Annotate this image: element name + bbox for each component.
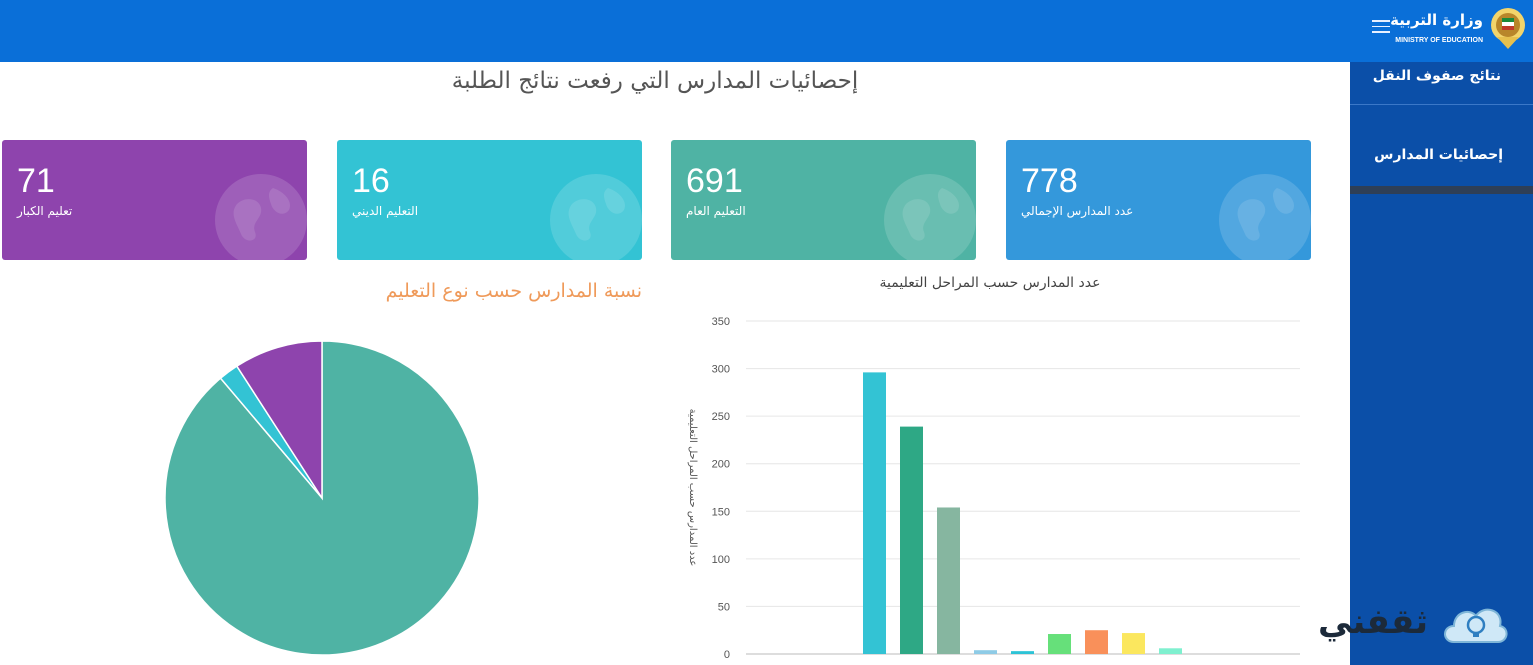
stat-card-value: 71 xyxy=(17,162,55,200)
stat-card-value: 16 xyxy=(352,162,390,200)
ministry-seal-icon xyxy=(1491,8,1525,49)
logo-english-text: MINISTRY OF EDUCATION xyxy=(1395,37,1483,44)
hamburger-menu-icon[interactable] xyxy=(1372,20,1390,34)
logo-arabic-text: وزارة التربية xyxy=(1390,11,1483,29)
pie-chart xyxy=(164,340,480,656)
bar[interactable] xyxy=(1085,630,1108,654)
sidebar-item-transfer-results[interactable]: نتائج صفوف النقل xyxy=(1350,62,1533,105)
stat-card-label: تعليم الكبار xyxy=(17,204,73,218)
pie-slice[interactable] xyxy=(235,340,323,501)
stat-card[interactable]: 16 التعليم الديني xyxy=(337,140,642,260)
bar[interactable] xyxy=(1122,633,1145,654)
stat-card-label: عدد المدارس الإجمالي xyxy=(1021,204,1134,218)
sidebar-item-school-stats[interactable]: إحصائيات المدارس xyxy=(1350,147,1533,177)
sidebar-item-label: نتائج صفوف النقل xyxy=(1372,68,1501,84)
site-watermark: ثقفني xyxy=(1318,596,1533,654)
y-tick-label: 50 xyxy=(718,601,730,613)
y-tick-label: 150 xyxy=(712,506,730,518)
bar[interactable] xyxy=(1011,651,1034,654)
globe-icon xyxy=(884,174,976,260)
lightbulb-cloud-icon xyxy=(1444,608,1508,643)
bar[interactable] xyxy=(974,650,997,654)
watermark-text: ثقفني xyxy=(1318,602,1428,642)
page-title: إحصائيات المدارس التي رفعت نتائج الطلبة xyxy=(451,68,859,94)
globe-icon xyxy=(215,174,307,260)
y-tick-label: 100 xyxy=(712,554,730,566)
bar[interactable] xyxy=(863,372,886,654)
bar-chart: 0 50 100 150 200 250 300 350 عدد المدارس حسب الم… xyxy=(687,316,1300,661)
bar-chart-title: عدد المدارس حسب المراحل التعليمية xyxy=(879,275,1101,291)
sidebar-divider xyxy=(1350,186,1533,194)
y-tick-label: 350 xyxy=(712,316,730,328)
stat-card-value: 778 xyxy=(1021,162,1078,200)
ministry-logo[interactable]: وزارة التربية MINISTRY OF EDUCATION xyxy=(1369,5,1529,53)
bar[interactable] xyxy=(937,507,960,654)
bar[interactable] xyxy=(900,426,923,654)
globe-icon xyxy=(1219,174,1311,260)
bar[interactable] xyxy=(1048,634,1071,654)
pie-chart-title: نسبة المدارس حسب نوع التعليم xyxy=(385,280,642,302)
stat-card[interactable]: 71 تعليم الكبار xyxy=(2,140,307,260)
stat-card-value: 691 xyxy=(686,162,743,200)
y-tick-label: 300 xyxy=(712,364,730,376)
y-tick-label: 0 xyxy=(724,649,730,661)
stat-card[interactable]: 778 عدد المدارس الإجمالي xyxy=(1006,140,1311,260)
y-tick-label: 250 xyxy=(712,411,730,423)
sidebar: نتائج صفوف النقل إحصائيات المدارس xyxy=(1350,62,1533,665)
stat-card-label: التعليم العام xyxy=(686,204,746,218)
sidebar-item-label: إحصائيات المدارس xyxy=(1374,147,1503,163)
bar[interactable] xyxy=(1159,648,1182,654)
globe-icon xyxy=(550,174,642,260)
stat-card-label: التعليم الديني xyxy=(352,204,419,218)
stat-card[interactable]: 691 التعليم العام xyxy=(671,140,976,260)
y-axis-label: عدد المدارس حسب المراحل التعليمية xyxy=(687,409,698,567)
y-tick-label: 200 xyxy=(712,459,730,471)
top-header: وزارة التربية MINISTRY OF EDUCATION xyxy=(0,0,1533,62)
